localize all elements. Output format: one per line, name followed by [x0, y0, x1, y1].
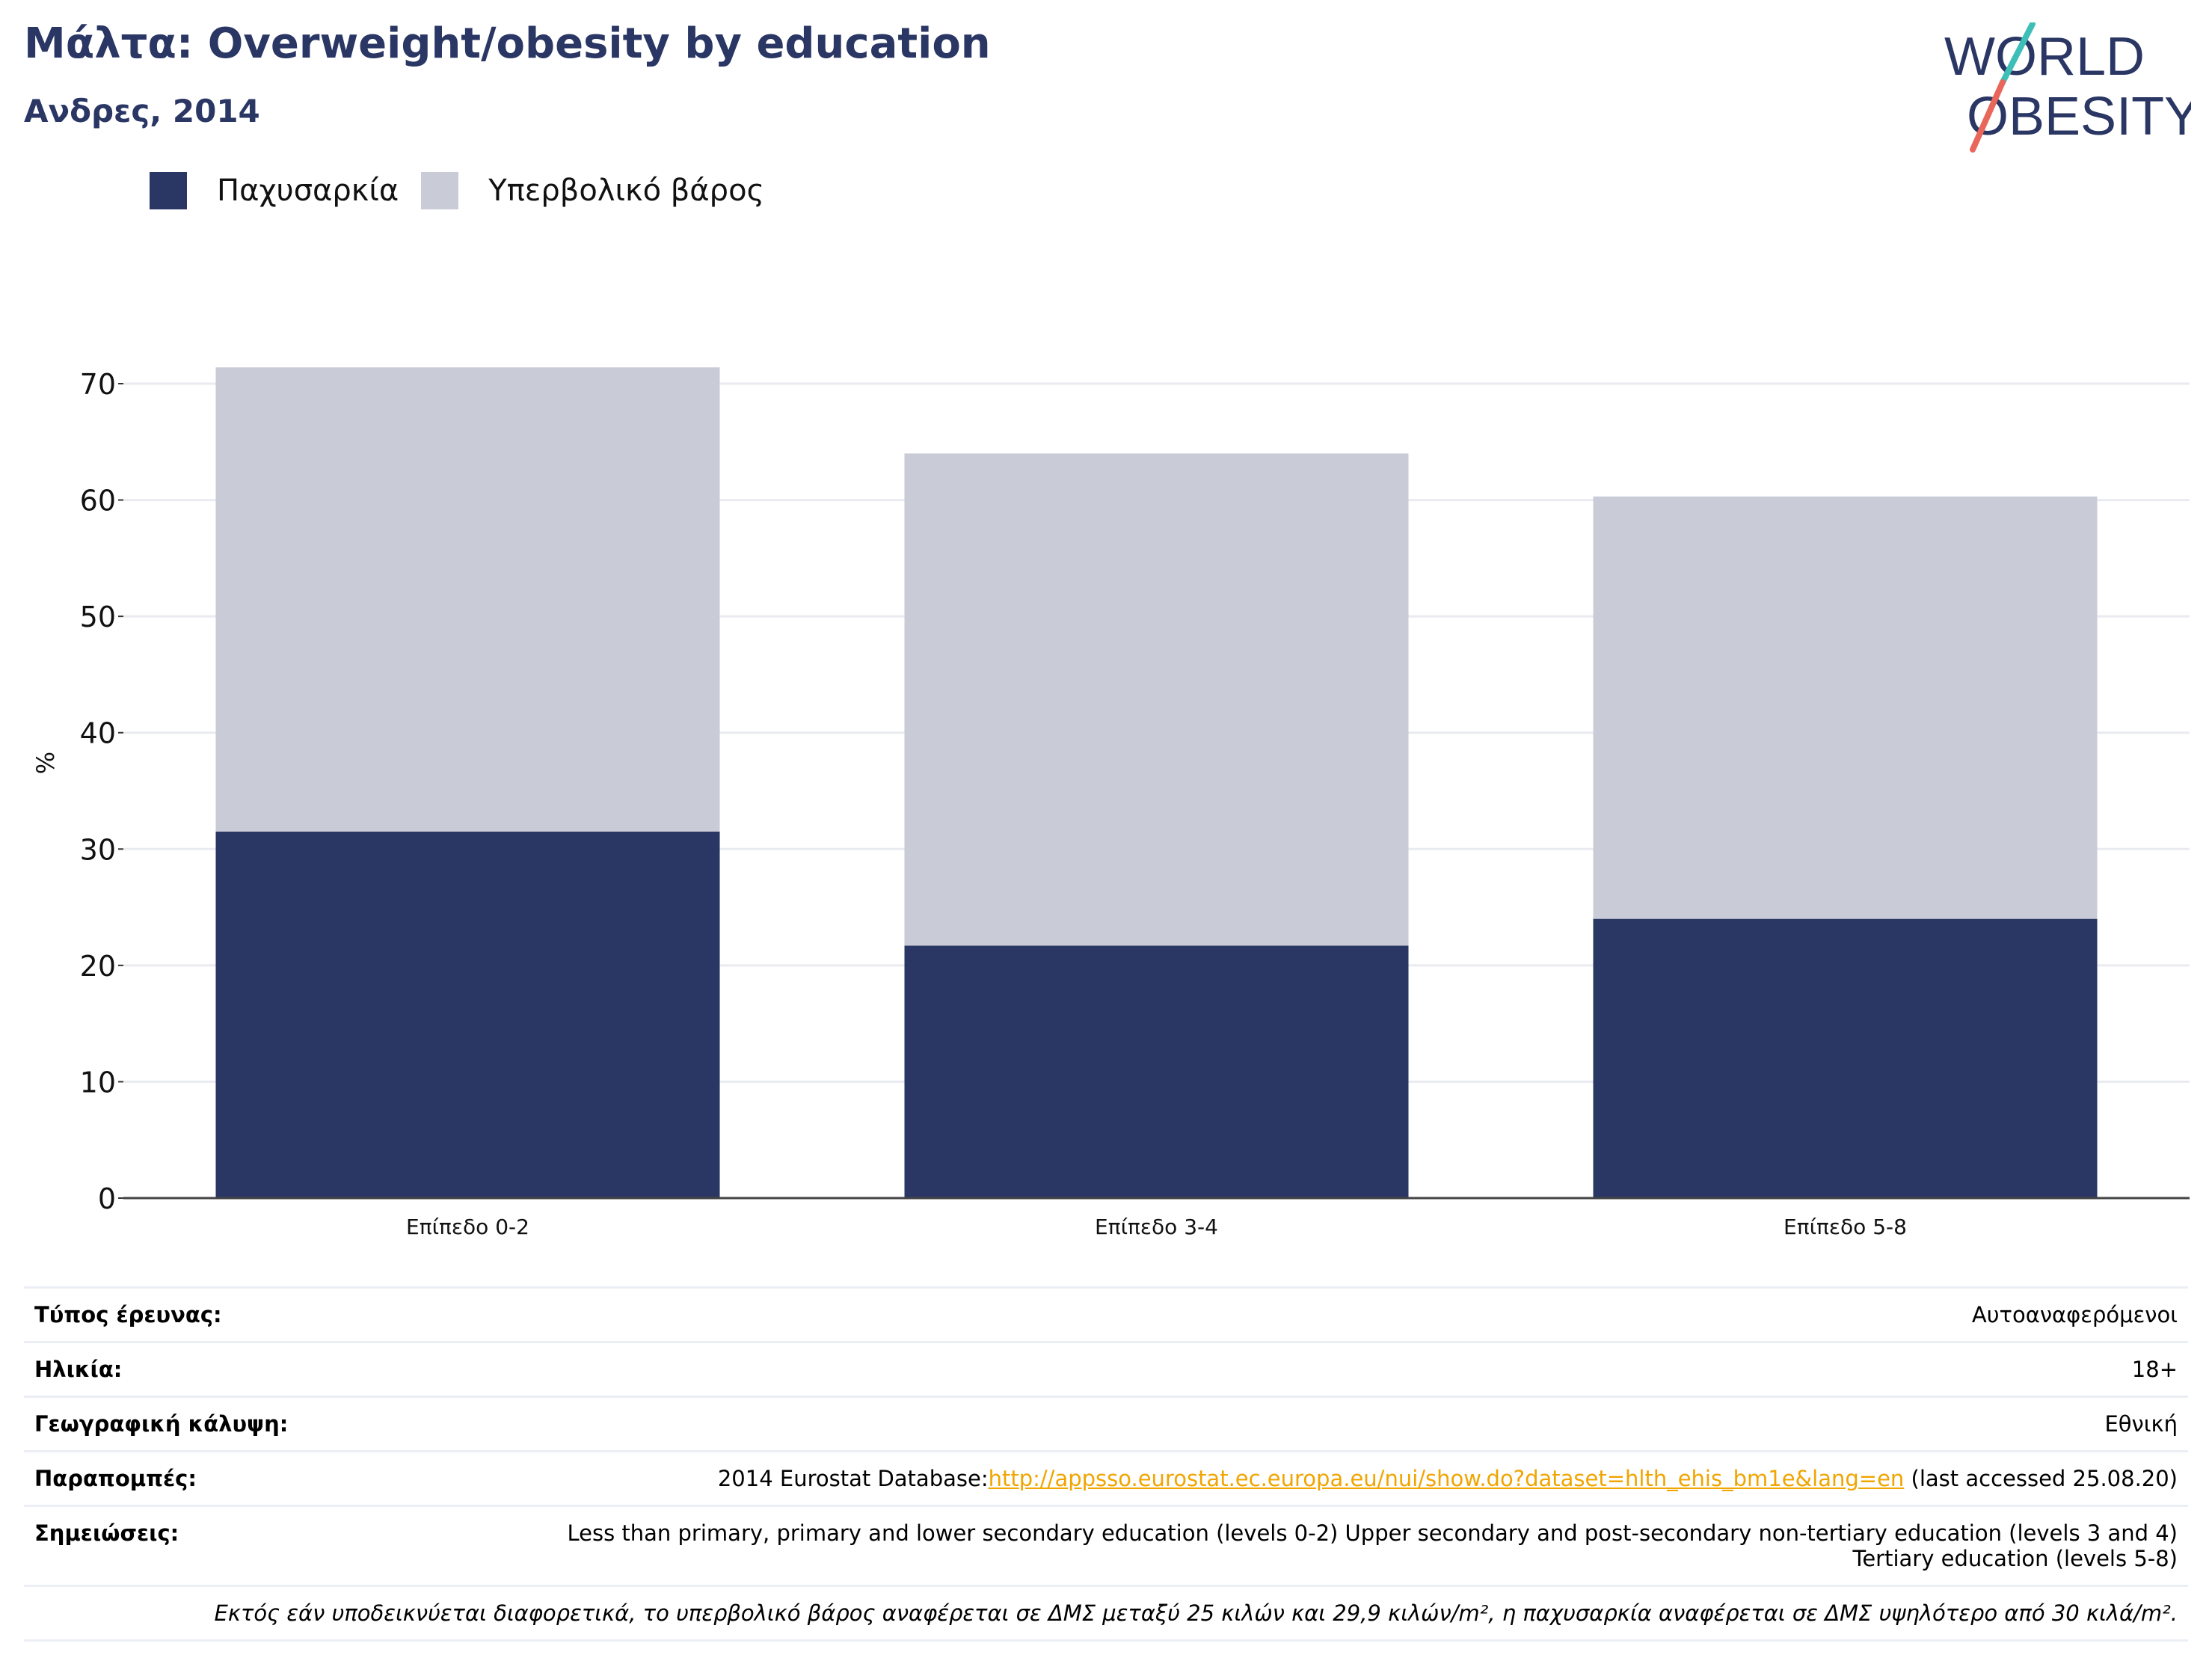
page-title: Μάλτα: Overweight/obesity by education	[24, 19, 991, 68]
reference-link[interactable]: http://appsso.eurostat.ec.europa.eu/nui/…	[988, 1466, 1905, 1491]
info-value-survey-type: Αυτοαναφερόμενοι	[494, 1286, 2188, 1342]
info-row-notes: Σημειώσεις: Less than primary, primary a…	[24, 1505, 2188, 1586]
y-tick-label-10: 10	[80, 1066, 116, 1099]
logo-line1: WORLD	[1944, 27, 2145, 87]
info-value-coverage: Εθνική	[494, 1396, 2188, 1452]
y-tick-label-60: 60	[80, 485, 116, 518]
bar-overweight-0	[215, 367, 720, 832]
logo-line2: OBESITY	[1967, 87, 2191, 147]
info-value-notes: Less than primary, primary and lower sec…	[494, 1505, 2188, 1586]
info-value-age: 18+	[494, 1341, 2188, 1397]
info-value-references: 2014 Eurostat Database:http://appsso.eur…	[494, 1450, 2188, 1506]
bar-overweight-2	[1593, 496, 2098, 919]
y-tick-label-70: 70	[80, 368, 116, 401]
reference-prefix: 2014 Eurostat Database:	[717, 1466, 989, 1491]
info-row-coverage: Γεωγραφική κάλυψη: Εθνική	[24, 1396, 2188, 1452]
y-tick-label-30: 30	[80, 833, 116, 866]
logo-slash-top	[2000, 22, 2036, 85]
reference-suffix: (last accessed 25.08.20)	[1904, 1466, 2178, 1491]
legend-swatch-overweight	[421, 172, 459, 209]
x-tick-label-2: Επίπεδο 5-8	[1784, 1215, 1907, 1239]
legend-item-obesity: Παχυσαρκία	[150, 172, 399, 209]
legend-item-overweight: Υπερβολικό βάρος	[421, 172, 764, 209]
bar-obesity-0	[215, 831, 720, 1198]
page-subtitle: Ανδρες, 2014	[24, 93, 260, 129]
x-tick-label-1: Επίπεδο 3-4	[1095, 1215, 1218, 1239]
bar-obesity-1	[904, 945, 1409, 1198]
info-key-notes: Σημειώσεις:	[24, 1505, 494, 1586]
logo-slash-bottom	[1970, 79, 2006, 153]
info-key-coverage: Γεωγραφική κάλυψη:	[24, 1396, 494, 1452]
info-row-survey-type: Τύπος έρευνας: Αυτοαναφερόμενοι	[24, 1286, 2188, 1342]
y-axis-label: %	[31, 752, 60, 774]
x-tick-label-0: Επίπεδο 0-2	[406, 1215, 529, 1239]
bar-overweight-1	[904, 453, 1409, 946]
y-tick-label-20: 20	[80, 950, 116, 983]
y-tick-label-40: 40	[80, 717, 116, 750]
world-obesity-logo: WORLD OBESITY	[1944, 22, 2191, 153]
info-row-references: Παραπομπές: 2014 Eurostat Database:http:…	[24, 1450, 2188, 1506]
bar-obesity-2	[1593, 918, 2098, 1198]
legend-swatch-obesity	[150, 172, 187, 209]
bmi-footnote: Εκτός εάν υποδεικνύεται διαφορετικά, το …	[24, 1585, 2188, 1642]
info-row-footnote: Εκτός εάν υποδεικνύεται διαφορετικά, το …	[24, 1585, 2188, 1642]
stacked-bar-chart: 0 10 20 30 40 50 60 70% Επίπεδο 0-2 Επίπεδο 3-4 Επ…	[31, 367, 2190, 1239]
y-tick-label-50: 50	[80, 601, 116, 633]
chart-legend: Παχυσαρκία Υπερβολικό βάρος	[150, 172, 787, 209]
info-key-survey-type: Τύπος έρευνας:	[24, 1286, 494, 1342]
legend-label-obesity: Παχυσαρκία	[217, 174, 399, 208]
info-key-age: Ηλικία:	[24, 1341, 494, 1397]
info-key-references: Παραπομπές:	[24, 1450, 494, 1506]
y-tick-label-0: 0	[98, 1182, 116, 1215]
survey-info-table: Τύπος έρευνας: Αυτοαναφερόμενοι Ηλικία: …	[24, 1286, 2188, 1642]
info-row-age: Ηλικία: 18+	[24, 1341, 2188, 1397]
legend-label-overweight: Υπερβολικό βάρος	[488, 174, 765, 208]
